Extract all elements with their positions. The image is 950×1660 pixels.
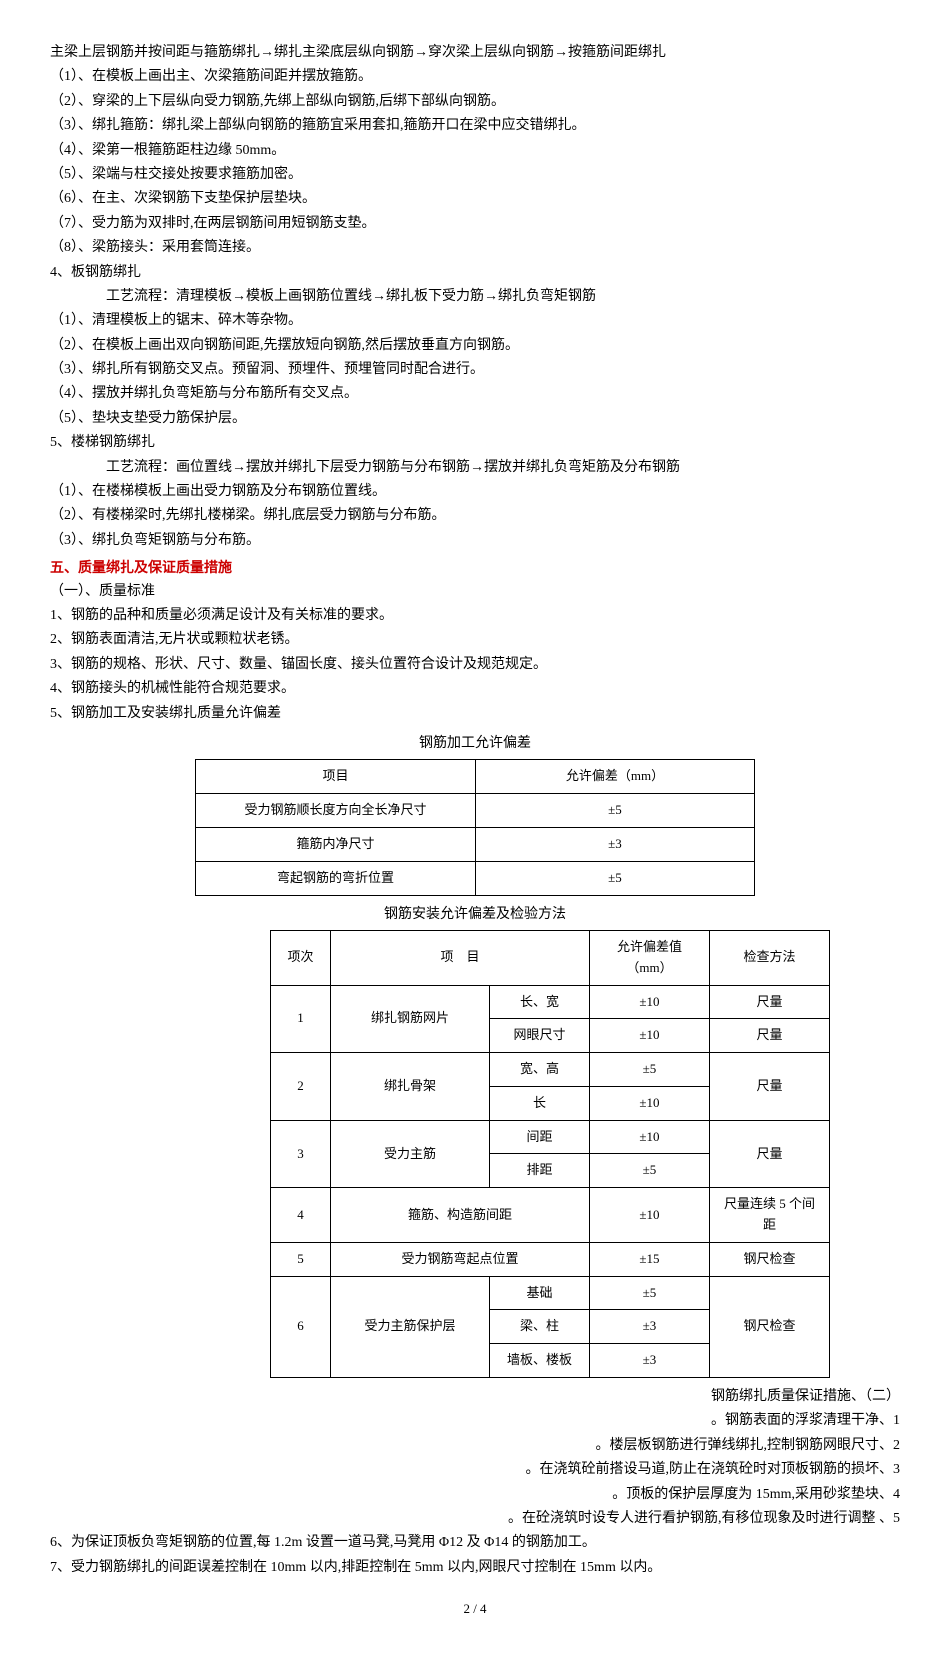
t2-r2b-dev: ±10 — [590, 1086, 710, 1120]
bottom-7: 7、受力钢筋绑扎的间距误差控制在 10mm 以内,排距控制在 5mm 以内,网眼… — [50, 1557, 900, 1579]
bottom-6: 6、为保证顶板负弯矩钢筋的位置,每 1.2m 设置一道马凳,马凳用 Φ12 及 … — [50, 1532, 900, 1554]
t2-r2a-dev: ±5 — [590, 1053, 710, 1087]
t2-r1a-method: 尺量 — [710, 985, 830, 1019]
t2-r2-seq: 2 — [271, 1053, 331, 1121]
t2-r6a-dev: ±5 — [590, 1276, 710, 1310]
heading-5: 五、质量绑扎及保证质量措施 — [50, 556, 900, 578]
section4-step-3: （3）、绑扎所有钢筋交叉点。预留洞、预埋件、预埋管同时配合进行。 — [50, 359, 900, 381]
t1-r2c1: 箍筋内净尺寸 — [196, 827, 476, 861]
section5-step-2: （2）、有楼梯梁时,先绑扎楼梯梁。绑扎底层受力钢筋与分布筋。 — [50, 505, 900, 527]
section4-step-1: （1）、清理模板上的锯末、碎木等杂物。 — [50, 310, 900, 332]
t2-r4-method: 尺量连续 5 个间距 — [710, 1188, 830, 1243]
quality-1: 1、钢筋的品种和质量必须满足设计及有关标准的要求。 — [50, 605, 900, 627]
t2-r3-item: 受力主筋 — [331, 1120, 490, 1188]
t2-r5-dev: ±15 — [590, 1242, 710, 1276]
t2-r1b-sub: 网眼尺寸 — [490, 1019, 590, 1053]
section4-step-4: （4）、摆放并绑扎负弯矩筋与分布筋所有交叉点。 — [50, 383, 900, 405]
section4-title: 4、板钢筋绑扎 — [50, 262, 900, 284]
beam-step-5: （5）、梁端与柱交接处按要求箍筋加密。 — [50, 164, 900, 186]
quality-4: 4、钢筋接头的机械性能符合规范要求。 — [50, 678, 900, 700]
t1-r1c2: ±5 — [476, 794, 755, 828]
t2-r3b-dev: ±5 — [590, 1154, 710, 1188]
t2-r1b-method: 尺量 — [710, 1019, 830, 1053]
t2-h-item: 项 目 — [331, 930, 590, 985]
t2-r1a-dev: ±10 — [590, 985, 710, 1019]
quality-3: 3、钢筋的规格、形状、尺寸、数量、锚固长度、接头位置符合设计及规范规定。 — [50, 654, 900, 676]
rtl-line-4: 。在浇筑砼前搭设马道,防止在浇筑砼时对顶板钢筋的损坏、3 — [50, 1459, 900, 1481]
t2-r4-item: 箍筋、构造筋间距 — [331, 1188, 590, 1243]
t2-r6-item: 受力主筋保护层 — [331, 1276, 490, 1377]
t2-r3a-sub: 间距 — [490, 1120, 590, 1154]
tolerance-table-1: 项目 允许偏差（mm） 受力钢筋顺长度方向全长净尺寸 ±5 箍筋内净尺寸 ±3 … — [195, 759, 755, 895]
t2-r6a-sub: 基础 — [490, 1276, 590, 1310]
beam-step-7: （7）、受力筋为双排时,在两层钢筋间用短钢筋支垫。 — [50, 213, 900, 235]
t1-r3c2: ±5 — [476, 861, 755, 895]
beam-step-8: （8）、梁筋接头：采用套筒连接。 — [50, 237, 900, 259]
t1-header-item: 项目 — [196, 760, 476, 794]
t2-r3-seq: 3 — [271, 1120, 331, 1188]
t2-r1a-sub: 长、宽 — [490, 985, 590, 1019]
t2-r1-item: 绑扎钢筋网片 — [331, 985, 490, 1053]
t2-r3b-sub: 排距 — [490, 1154, 590, 1188]
t2-r2a-sub: 宽、高 — [490, 1053, 590, 1087]
t1-r3c1: 弯起钢筋的弯折位置 — [196, 861, 476, 895]
t2-r5-seq: 5 — [271, 1242, 331, 1276]
rtl-line-5: 。顶板的保护层厚度为 15mm,采用砂浆垫块、4 — [50, 1484, 900, 1506]
t2-h-method: 检查方法 — [710, 930, 830, 985]
t2-r3a-dev: ±10 — [590, 1120, 710, 1154]
rtl-line-1: 钢筋绑扎质量保证措施、（二） — [50, 1386, 900, 1408]
section5-step-1: （1）、在楼梯模板上画出受力钢筋及分布钢筋位置线。 — [50, 481, 900, 503]
beam-step-2: （2）、穿梁的上下层纵向受力钢筋,先绑上部纵向钢筋,后绑下部纵向钢筋。 — [50, 91, 900, 113]
t2-h-seq: 项次 — [271, 930, 331, 985]
t2-r5-item: 受力钢筋弯起点位置 — [331, 1242, 590, 1276]
table2-caption: 钢筋安装允许偏差及检验方法 — [50, 904, 900, 926]
section5-process: 工艺流程：画位置线→摆放并绑扎下层受力钢筋与分布钢筋→摆放并绑扎负弯矩筋及分布钢… — [106, 457, 900, 479]
table1-caption: 钢筋加工允许偏差 — [50, 733, 900, 755]
section5-step-3: （3）、绑扎负弯矩钢筋与分布筋。 — [50, 530, 900, 552]
t2-r2-item: 绑扎骨架 — [331, 1053, 490, 1121]
section4-step-2: （2）、在模板上画出双向钢筋间距,先摆放短向钢筋,然后摆放垂直方向钢筋。 — [50, 335, 900, 357]
page-number: 2 / 4 — [50, 1599, 900, 1620]
t1-r2c2: ±3 — [476, 827, 755, 861]
section5-title: 5、楼梯钢筋绑扎 — [50, 432, 900, 454]
quality-2: 2、钢筋表面清洁,无片状或颗粒状老锈。 — [50, 629, 900, 651]
t1-r1c1: 受力钢筋顺长度方向全长净尺寸 — [196, 794, 476, 828]
t2-r5-method: 钢尺检查 — [710, 1242, 830, 1276]
t2-r4-dev: ±10 — [590, 1188, 710, 1243]
t2-r1b-dev: ±10 — [590, 1019, 710, 1053]
t2-r6b-dev: ±3 — [590, 1310, 710, 1344]
beam-step-6: （6）、在主、次梁钢筋下支垫保护层垫块。 — [50, 188, 900, 210]
rtl-line-3: 。楼层板钢筋进行弹线绑扎,控制钢筋网眼尺寸、2 — [50, 1435, 900, 1457]
t2-r6c-sub: 墙板、楼板 — [490, 1344, 590, 1378]
t2-r3-method: 尺量 — [710, 1120, 830, 1188]
beam-step-3: （3）、绑扎箍筋：绑扎梁上部纵向钢筋的箍筋宜采用套扣,箍筋开口在梁中应交错绑扎。 — [50, 115, 900, 137]
t2-r6-seq: 6 — [271, 1276, 331, 1377]
beam-step-4: （4）、梁第一根箍筋距柱边缘 50mm。 — [50, 140, 900, 162]
t2-r2b-sub: 长 — [490, 1086, 590, 1120]
section4-process: 工艺流程：清理模板→模板上画钢筋位置线→绑扎板下受力筋→绑扎负弯矩钢筋 — [106, 286, 900, 308]
t2-r2-method: 尺量 — [710, 1053, 830, 1121]
tolerance-table-2: 项次 项 目 允许偏差值（mm） 检查方法 1 绑扎钢筋网片 长、宽 ±10 尺… — [270, 930, 830, 1378]
t2-h-dev: 允许偏差值（mm） — [590, 930, 710, 985]
intro-text: 主梁上层钢筋并按间距与箍筋绑扎→绑扎主梁底层纵向钢筋→穿次梁上层纵向钢筋→按箍筋… — [50, 42, 900, 64]
t2-r6c-dev: ±3 — [590, 1344, 710, 1378]
rtl-line-2: 。钢筋表面的浮浆清理干净、1 — [50, 1410, 900, 1432]
beam-step-1: （1）、在模板上画出主、次梁箍筋间距并摆放箍筋。 — [50, 66, 900, 88]
t2-r6-method: 钢尺检查 — [710, 1276, 830, 1377]
quality-5: 5、钢筋加工及安装绑扎质量允许偏差 — [50, 703, 900, 725]
section4-step-5: （5）、垫块支垫受力筋保护层。 — [50, 408, 900, 430]
rtl-line-6: 。在砼浇筑时设专人进行看护钢筋,有移位现象及时进行调整 、5 — [50, 1508, 900, 1530]
t2-r4-seq: 4 — [271, 1188, 331, 1243]
t1-header-deviation: 允许偏差（mm） — [476, 760, 755, 794]
t2-r6b-sub: 梁、柱 — [490, 1310, 590, 1344]
quality-standard-title: （一）、质量标准 — [50, 581, 900, 603]
t2-r1-seq: 1 — [271, 985, 331, 1053]
